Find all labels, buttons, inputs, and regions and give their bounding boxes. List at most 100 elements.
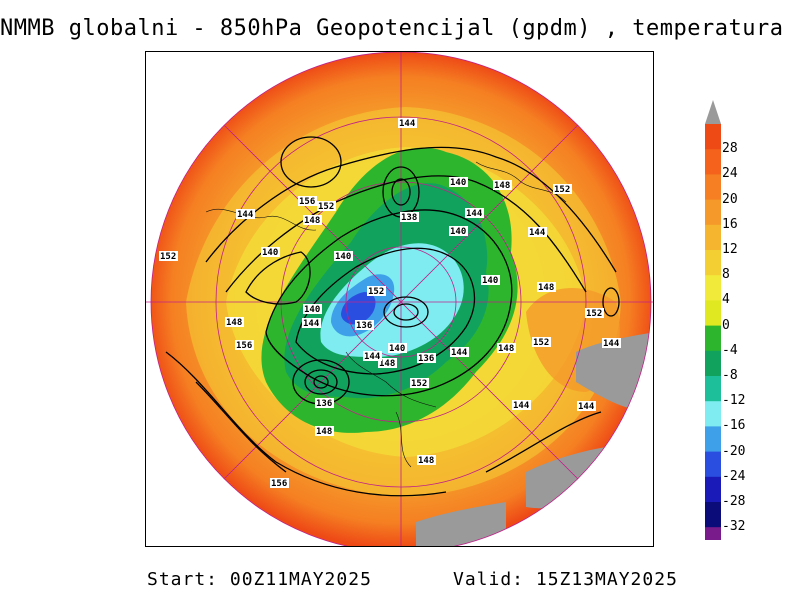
colorbar-swatch [705,300,721,327]
colorbar-tick-label: -8 [722,368,738,383]
contour-label-background [298,196,317,206]
contour-label: 144 [466,209,483,219]
colorbar-swatch [705,275,721,301]
map-frame: 144 140 148 152 156 152 144 148 138 144 140 144 152 1… [145,51,654,547]
contour-label: 140 [389,344,405,354]
contour-label-background [236,209,255,219]
contour-label-background [302,318,321,328]
contour-label: 138 [401,213,417,223]
colorbar-swatch [705,199,721,226]
colorbar-swatch [705,250,721,276]
contour-label: 148 [498,344,514,354]
contour-label-background [159,251,178,261]
contour-label-background [410,378,429,388]
colorbar-swatch [705,502,721,528]
colorbar-tick-label: 4 [722,292,730,308]
contour-label: 144 [451,348,468,358]
colorbar-tick-label: 16 [722,216,738,232]
colorbar-tick-label: 28 [722,141,738,157]
contour-label-background [367,286,386,296]
contour-label-background [585,308,604,318]
colorbar-tick-label: 0 [722,317,730,333]
contour-label: 148 [226,318,242,328]
colorbar-over-arrow [705,100,721,124]
colorbar-swatch [705,149,721,175]
contour-label: 152 [318,202,334,212]
contour-label-background [235,340,254,350]
contour-label: 140 [335,252,351,262]
contour-label-background [400,212,419,222]
map-title: NMMB globalni - 850hPa Geopotencijal (gp… [0,16,800,41]
colorbar-swatch [705,426,721,453]
contour-label-background [465,208,484,218]
contour-label-background [449,177,468,187]
colorbar-swatch [705,451,721,478]
colorbar-swatch [705,325,721,352]
contour-label: 140 [262,248,278,258]
contour-label: 152 [411,379,427,389]
contour-label-background [537,282,556,292]
temperature-colorbar [705,100,721,540]
contour-label-background [532,337,551,347]
contour-label-background [512,400,531,410]
contour-label: 148 [418,456,434,466]
contour-label: 144 [237,210,254,220]
contour-label: 136 [418,354,434,364]
colorbar-swatch [705,224,721,251]
contour-label-background [355,320,374,330]
contour-label: 136 [316,399,332,409]
contour-label: 148 [316,427,332,437]
contour-label-background [261,247,280,257]
colorbar-tick-label: -20 [722,443,746,459]
contour-label: 140 [450,178,466,188]
colorbar-tick-label: 12 [722,242,738,257]
contour-label: 148 [304,216,320,226]
contour-label: 144 [513,401,530,411]
contour-label-background [363,351,382,361]
coastlines [205,161,567,468]
contour-label-background [450,347,469,357]
colorbar-swatch [705,527,721,540]
contour-label-background [378,358,397,368]
contour-label-background [449,226,468,236]
contour-label: 152 [368,287,384,297]
contour-label-background [303,215,322,225]
contour-label: 156 [299,197,315,207]
colorbar-tick-label: -32 [722,519,746,535]
contour-label: 140 [304,305,320,315]
contour-label-background [303,304,322,314]
contour-label-background [317,201,336,211]
contour-label-background [497,343,516,353]
contour-label: 144 [603,339,620,349]
contour-label-background [315,398,334,408]
contour-label-background [417,455,436,465]
colorbar-swatches [705,100,721,540]
valid-time-label: Valid: 15Z13MAY2025 [453,569,678,590]
contour-label: 144 [399,119,416,129]
contour-label: 144 [578,402,595,412]
graticule [146,52,653,546]
colorbar-tick-label: -28 [722,494,746,509]
contour-label: 136 [356,321,372,331]
contour-label-background [493,180,512,190]
contour-label: 156 [236,341,252,351]
contour-label-background [225,317,244,327]
contour-label: 140 [450,227,466,237]
contour-label: 148 [494,181,510,191]
contour-label-background [388,343,407,353]
contour-label: 144 [364,352,381,362]
contour-label: 152 [160,252,176,262]
contour-label-background [270,478,289,488]
contour-label: 140 [482,276,498,286]
contour-label-background [334,251,353,261]
contour-label-background [398,118,417,128]
colorbar-tick-label: -4 [722,342,738,358]
start-time-label: Start: 00Z11MAY2025 [147,569,372,590]
contour-label-background [602,338,621,348]
colorbar-swatch [705,124,721,150]
colorbar-swatch [705,350,721,377]
colorbar-swatch [705,376,721,402]
contour-label: 152 [533,338,549,348]
